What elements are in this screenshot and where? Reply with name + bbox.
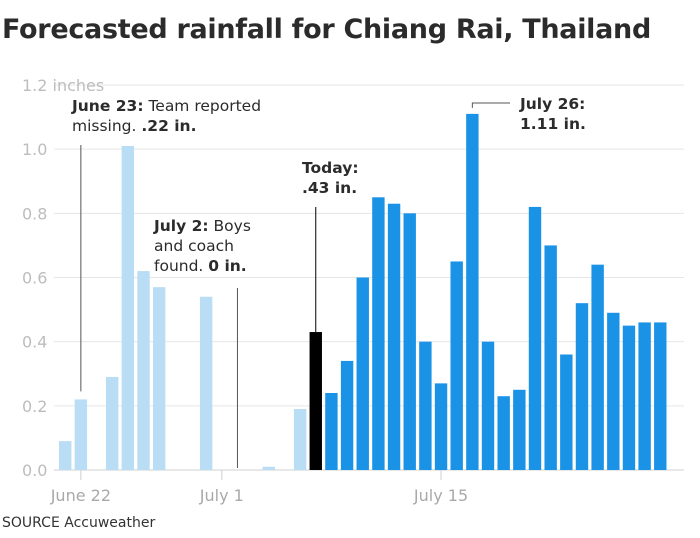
x-tick-label: July 1 <box>199 486 244 505</box>
y-tick-label: 0.0 <box>22 461 47 480</box>
bar <box>105 376 119 470</box>
x-tick-label: June 22 <box>50 486 111 505</box>
x-axis-ticks: June 22 July 1 July 15 <box>50 470 468 505</box>
bar <box>481 341 495 470</box>
bar <box>403 213 416 470</box>
rainfall-bar-chart: 0.0 0.2 0.4 0.6 0.8 1.0 1.2 inches June 22 July… <box>22 76 684 505</box>
bar <box>434 383 448 471</box>
annotation-text: July 2: Boys <box>153 217 251 235</box>
y-tick-label: 1.0 <box>22 140 47 159</box>
bar <box>497 396 510 470</box>
y-tick-label: 0.6 <box>22 269 47 288</box>
bar <box>607 312 620 470</box>
bar <box>387 203 401 470</box>
x-tick-label: July 15 <box>413 486 468 505</box>
bar <box>372 197 385 471</box>
annotation-leader <box>471 102 510 108</box>
bar <box>152 287 166 471</box>
bar <box>638 322 651 470</box>
bar <box>622 325 636 471</box>
bar <box>450 261 463 470</box>
y-tick-label: 0.8 <box>22 204 47 223</box>
y-axis-ticks: 0.0 0.2 0.4 0.6 0.8 1.0 1.2 inches <box>22 76 104 480</box>
bar <box>74 399 88 470</box>
source-note: SOURCE Accuweather <box>2 515 156 531</box>
y-tick-label: 1.2 inches <box>22 76 104 95</box>
bars <box>59 113 667 471</box>
bar <box>591 264 604 470</box>
annotation-text: Today: <box>302 159 359 177</box>
bar <box>419 341 432 470</box>
bar <box>59 441 72 471</box>
bar <box>199 296 213 470</box>
bar <box>340 360 354 470</box>
bar <box>513 389 526 470</box>
y-tick-label: 0.4 <box>22 333 47 352</box>
bar <box>262 466 275 470</box>
annotation-text: and coach <box>154 237 234 255</box>
bar <box>309 332 322 470</box>
y-tick-label: 0.2 <box>22 397 47 416</box>
bar <box>575 303 589 470</box>
annotation-text: 1.11 in. <box>520 115 586 133</box>
annotation-text: July 26: <box>519 95 585 113</box>
bar <box>293 409 307 470</box>
bar <box>544 245 557 470</box>
bar <box>137 271 150 470</box>
bar <box>466 113 479 471</box>
bar <box>654 322 667 470</box>
annotation-leaders <box>80 102 510 468</box>
annotation-text: missing. .22 in. <box>72 117 196 135</box>
bar <box>356 277 369 470</box>
annotation-text: .43 in. <box>302 179 357 197</box>
bar <box>528 206 542 471</box>
bar <box>560 354 573 470</box>
chart-title: Forecasted rainfall for Chiang Rai, Thai… <box>2 14 651 45</box>
annotation-text: found. 0 in. <box>154 257 247 275</box>
bar <box>325 393 338 470</box>
annotations: June 23: Team reported missing. .22 in. Ju… <box>71 95 586 275</box>
bar <box>121 145 135 470</box>
annotation-text: June 23: Team reported <box>71 97 261 115</box>
